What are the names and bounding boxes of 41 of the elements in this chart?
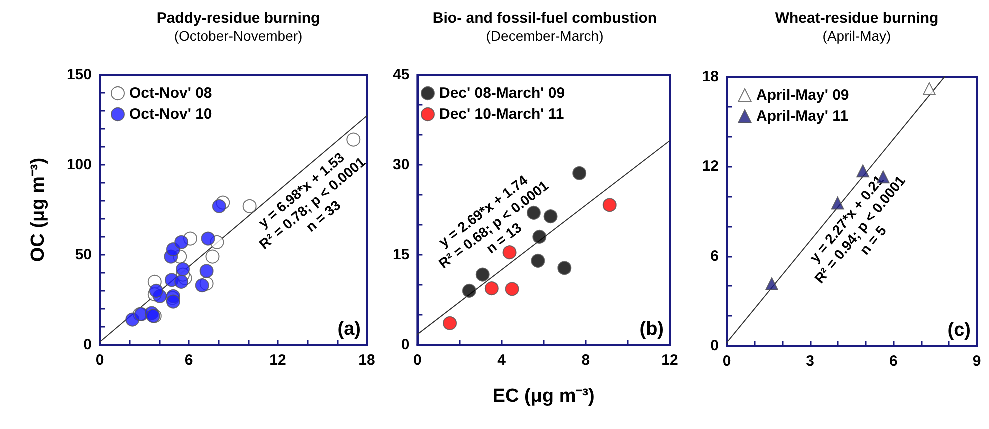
y-tick-label: 12 bbox=[702, 158, 719, 176]
x-tick-label: 12 bbox=[662, 352, 678, 369]
chart-title: Paddy-residue burning bbox=[156, 10, 320, 27]
legend-label: Dec' 08-March' 09 bbox=[440, 85, 566, 102]
x-tick-label: 0 bbox=[722, 353, 732, 370]
y-tick-label: 0 bbox=[84, 336, 92, 354]
annotation: (c) bbox=[948, 320, 972, 341]
y-axis-title: OC (μg m⁻³) bbox=[28, 158, 49, 262]
legend-label: April-May' 09 bbox=[756, 87, 850, 104]
x-tick-label: 0 bbox=[96, 352, 104, 369]
legend-label: April-May' 11 bbox=[756, 108, 848, 125]
chart-title: Bio- and fossil-fuel combustion bbox=[432, 10, 658, 27]
x-tick-label: 3 bbox=[806, 353, 815, 370]
x-tick-label: 0 bbox=[414, 352, 422, 369]
chart-title: Wheat-residue burning bbox=[775, 10, 939, 27]
x-tick-label: 6 bbox=[184, 352, 194, 369]
y-tick-label: 100 bbox=[66, 156, 92, 174]
x-axis-title: EC (μg m⁻³) bbox=[492, 386, 595, 407]
annotation: (b) bbox=[640, 319, 664, 340]
y-tick-label: 30 bbox=[392, 156, 410, 174]
y-tick-label: 15 bbox=[392, 246, 410, 264]
y-tick-label: 18 bbox=[702, 68, 719, 86]
legend-label: Dec' 10-March' 11 bbox=[440, 106, 564, 123]
x-tick-label: 6 bbox=[889, 353, 898, 370]
x-tick-label: 9 bbox=[972, 353, 982, 370]
y-tick-label: 45 bbox=[392, 66, 410, 84]
y-tick-label: 6 bbox=[710, 248, 719, 265]
chart-subtitle: (October-November) bbox=[174, 28, 303, 44]
x-tick-label: 12 bbox=[270, 352, 286, 369]
x-tick-label: 4 bbox=[498, 352, 507, 369]
annotation: (a) bbox=[338, 319, 362, 340]
y-tick-label: 0 bbox=[710, 338, 719, 354]
legend-label: Oct-Nov' 10 bbox=[130, 106, 212, 123]
chart-subtitle: (December-March) bbox=[486, 28, 604, 44]
chart-subtitle: (April-May) bbox=[822, 28, 892, 44]
y-tick-label: 150 bbox=[66, 66, 92, 84]
x-tick-label: 18 bbox=[358, 352, 376, 369]
legend-label: Oct-Nov' 08 bbox=[130, 85, 212, 102]
x-tick-label: 8 bbox=[582, 352, 590, 369]
y-tick-label: 0 bbox=[401, 336, 410, 354]
y-tick-label: 50 bbox=[75, 246, 92, 264]
